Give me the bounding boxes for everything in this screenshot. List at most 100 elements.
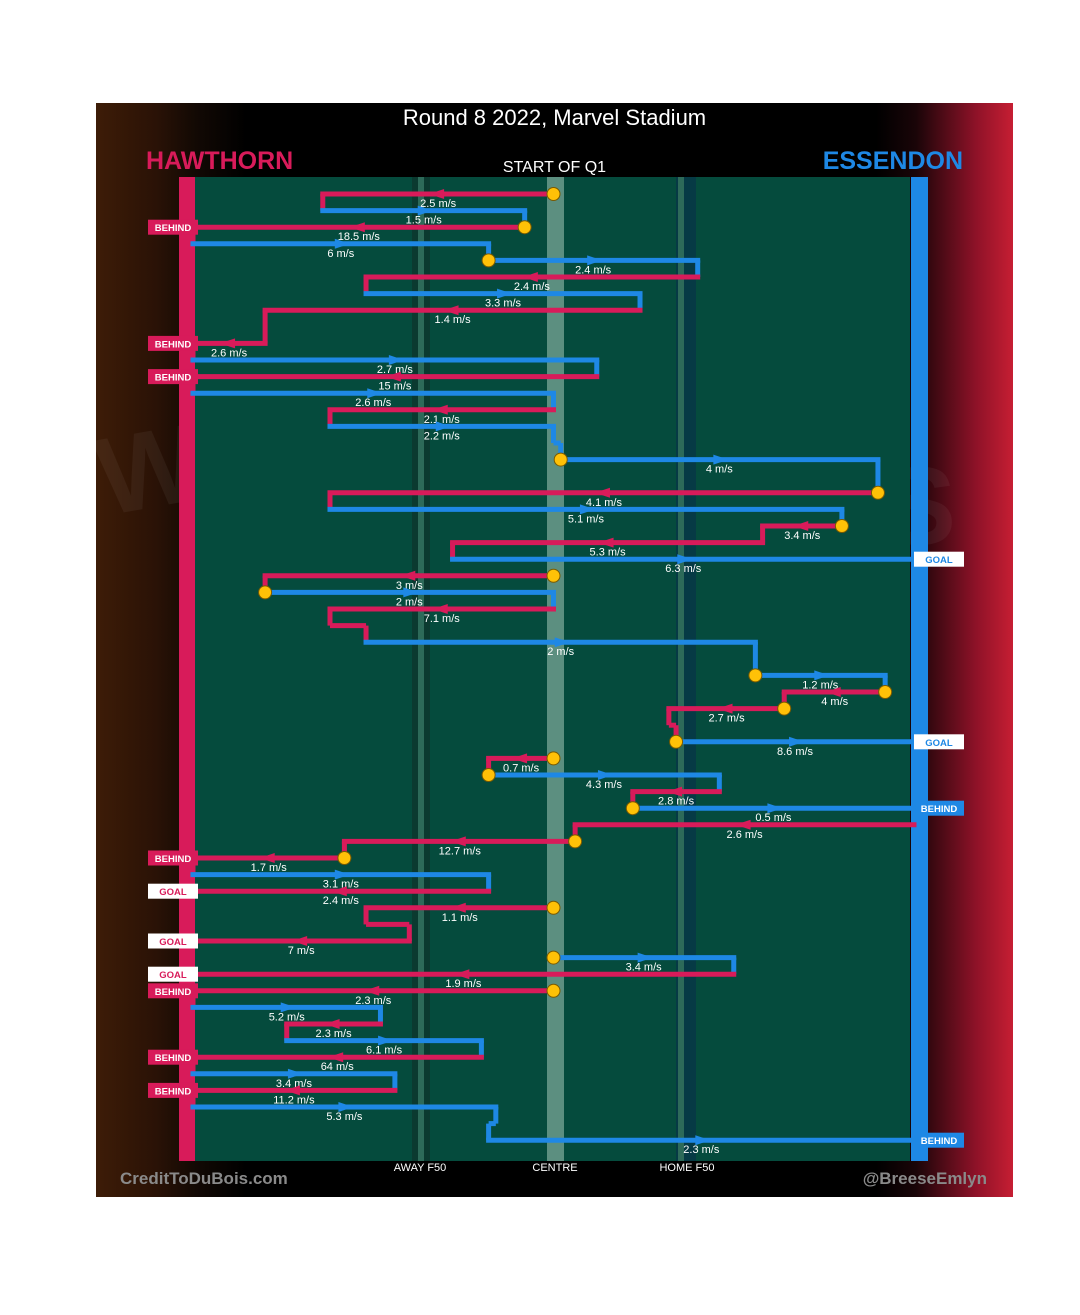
speed-label-22: 7.1 m/s xyxy=(424,613,461,625)
speed-label-18: 5.3 m/s xyxy=(590,547,627,559)
speed-label-25: 4 m/s xyxy=(821,696,848,708)
ball-marker-39 xyxy=(546,950,561,965)
direction-arrow-39 xyxy=(637,952,653,963)
speed-label-3: 6 m/s xyxy=(327,248,354,260)
quarter-label: START OF Q1 xyxy=(502,159,607,176)
direction-arrow-24 xyxy=(814,670,830,681)
speed-label-2: 18.5 m/s xyxy=(338,231,381,243)
direction-arrow-11 xyxy=(367,388,383,399)
end-tag-label-8: BEHIND xyxy=(155,339,192,350)
speed-label-41: 2.3 m/s xyxy=(355,995,392,1007)
speed-label-45: 64 m/s xyxy=(321,1061,355,1073)
speed-label-35: 3.1 m/s xyxy=(323,879,360,891)
speed-label-36: 2.4 m/s xyxy=(323,895,360,907)
ball-marker-24 xyxy=(748,668,763,683)
direction-arrow-4 xyxy=(587,255,603,266)
direction-arrow-32 xyxy=(735,819,751,830)
home-f50-line xyxy=(678,177,684,1161)
speed-label-20: 3 m/s xyxy=(396,580,423,592)
speed-label-31: 0.5 m/s xyxy=(755,812,792,824)
direction-arrow-37 xyxy=(450,902,466,913)
speed-label-29: 4.3 m/s xyxy=(586,779,623,791)
end-tag-41 xyxy=(148,983,198,999)
direction-arrow-19 xyxy=(677,554,693,565)
centre-lane xyxy=(547,177,564,1161)
ball-marker-37 xyxy=(546,900,561,915)
speed-label-4: 2.4 m/s xyxy=(575,264,612,276)
speed-label-0: 2.5 m/s xyxy=(420,198,457,210)
hawthorn-goal-line xyxy=(179,177,195,1161)
speed-label-32: 2.6 m/s xyxy=(727,829,764,841)
ball-marker-0 xyxy=(546,187,561,201)
speed-label-47: 11.2 m/s xyxy=(273,1094,315,1106)
end-tag-2 xyxy=(148,219,198,235)
direction-arrow-2 xyxy=(349,222,365,233)
direction-arrow-10 xyxy=(385,371,401,382)
end-tag-36 xyxy=(148,883,198,899)
direction-arrow-36 xyxy=(331,886,347,897)
direction-arrow-20 xyxy=(400,570,416,581)
speed-label-16: 5.1 m/s xyxy=(568,513,605,525)
direction-arrow-33 xyxy=(450,836,466,847)
end-tag-40 xyxy=(148,966,198,982)
speed-label-17: 3.4 m/s xyxy=(784,530,821,542)
speed-label-40: 1.9 m/s xyxy=(445,978,482,990)
direction-arrow-31 xyxy=(767,803,783,814)
essendon-goal-line xyxy=(911,177,928,1161)
speed-label-12: 2.1 m/s xyxy=(424,414,461,426)
direction-arrow-41 xyxy=(364,985,380,996)
speed-label-43: 2.3 m/s xyxy=(316,1028,353,1040)
speed-label-30: 2.8 m/s xyxy=(658,796,695,808)
zone-away-f50: AWAY F50 xyxy=(393,1162,447,1174)
direction-arrow-26 xyxy=(717,703,733,714)
direction-arrow-43 xyxy=(324,1019,340,1029)
direction-arrow-21 xyxy=(403,587,419,598)
speed-label-37: 1.1 m/s xyxy=(442,912,479,924)
end-tag-38 xyxy=(148,933,198,949)
ball-marker-34 xyxy=(337,851,352,865)
direction-arrow-42 xyxy=(280,1002,296,1013)
end-tag-label-40: GOAL xyxy=(159,970,187,981)
direction-arrow-6 xyxy=(497,288,513,299)
direction-arrow-14 xyxy=(713,454,729,465)
direction-arrow-1 xyxy=(417,205,433,216)
speed-label-14: 4 m/s xyxy=(706,464,733,476)
end-tag-45 xyxy=(148,1049,198,1065)
end-tag-label-41: BEHIND xyxy=(155,987,192,998)
speed-label-13: 2.2 m/s xyxy=(424,430,461,442)
end-tag-label-47: BEHIND xyxy=(155,1086,192,1097)
credit-link[interactable]: CreditToDuBois.com xyxy=(120,1169,288,1188)
end-tag-label-49: BEHIND xyxy=(921,1136,958,1147)
speed-label-49: 2.3 m/s xyxy=(683,1144,720,1156)
ball-marker-26 xyxy=(777,701,792,716)
ball-marker-25 xyxy=(878,685,893,699)
direction-arrow-28 xyxy=(512,753,528,764)
direction-arrow-17 xyxy=(793,521,809,531)
ball-marker-29 xyxy=(481,768,496,782)
end-tag-27 xyxy=(914,734,964,750)
speed-label-15: 4.1 m/s xyxy=(586,497,623,509)
direction-arrow-38 xyxy=(292,936,308,946)
ball-marker-33 xyxy=(568,834,583,849)
speed-label-8: 2.6 m/s xyxy=(211,347,248,359)
direction-arrow-15 xyxy=(594,487,610,498)
chart-title: Round 8 2022, Marvel Stadium xyxy=(402,105,707,130)
chain-chart: 2.5 m/s 1.5 m/s 18.5 m/s BEHIND 6 m/s 2.4 m/s… xyxy=(148,187,964,1156)
speed-label-44: 6.1 m/s xyxy=(366,1045,403,1057)
speed-label-1: 1.5 m/s xyxy=(406,215,443,227)
speed-label-5: 2.4 m/s xyxy=(514,281,551,293)
speed-label-24: 1.2 m/s xyxy=(802,679,839,691)
speed-label-23: 2 m/s xyxy=(547,646,574,658)
direction-arrow-8 xyxy=(220,338,236,349)
end-tag-label-2: BEHIND xyxy=(155,223,192,234)
end-tag-label-38: GOAL xyxy=(159,937,187,948)
end-tag-label-34: BEHIND xyxy=(155,854,192,865)
ball-marker-20 xyxy=(546,568,561,583)
direction-arrow-23 xyxy=(554,637,570,648)
speed-label-11: 2.6 m/s xyxy=(355,397,392,409)
direction-arrow-30 xyxy=(667,786,683,797)
speed-label-27: 8.6 m/s xyxy=(777,746,814,758)
direction-arrow-49 xyxy=(695,1135,711,1146)
author-handle[interactable]: @BreeseEmlyn xyxy=(862,1169,987,1188)
speed-label-26: 2.7 m/s xyxy=(709,713,746,725)
